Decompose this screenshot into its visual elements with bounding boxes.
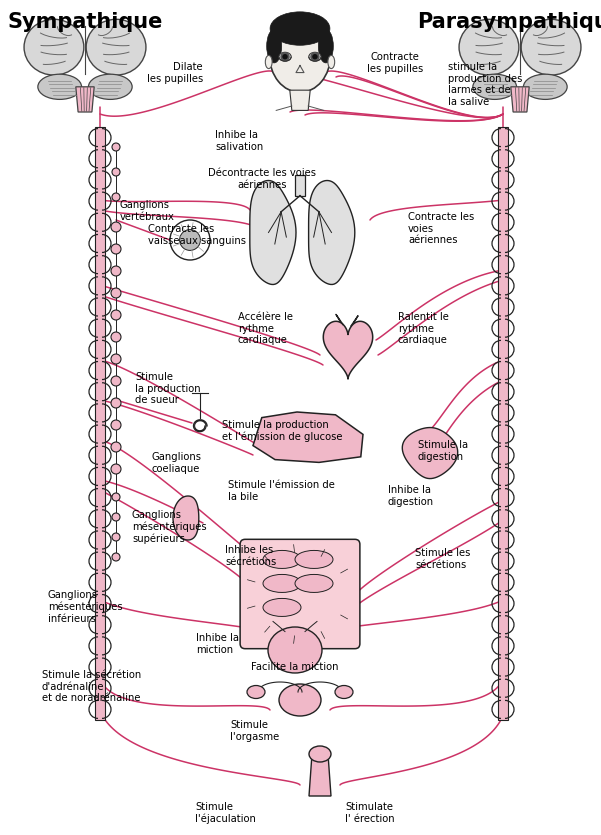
Circle shape [111, 420, 121, 430]
FancyBboxPatch shape [240, 539, 360, 649]
Bar [498, 127, 508, 720]
Ellipse shape [319, 29, 334, 63]
Circle shape [111, 332, 121, 342]
Ellipse shape [473, 74, 516, 99]
Text: stimule la
production des
larmes et de
la salive: stimule la production des larmes et de l… [448, 62, 522, 107]
Circle shape [112, 513, 120, 521]
Circle shape [111, 376, 121, 386]
Text: Contracte les
voies
aériennes: Contracte les voies aériennes [408, 212, 474, 245]
Ellipse shape [295, 550, 333, 569]
Text: Contracte les
vaisseaux sanguins: Contracte les vaisseaux sanguins [148, 224, 246, 245]
Ellipse shape [279, 684, 321, 716]
Text: Stimule la production
et l'émission de glucose: Stimule la production et l'émission de g… [222, 420, 343, 443]
Text: Inhibe la
salivation: Inhibe la salivation [215, 130, 263, 152]
Polygon shape [511, 87, 529, 112]
Ellipse shape [270, 12, 330, 45]
Polygon shape [290, 90, 310, 110]
Circle shape [112, 533, 120, 541]
Polygon shape [308, 180, 355, 285]
Text: Inhibe la
digestion: Inhibe la digestion [388, 485, 434, 507]
Ellipse shape [309, 746, 331, 762]
Circle shape [170, 220, 210, 260]
Circle shape [313, 54, 318, 59]
Ellipse shape [523, 74, 567, 99]
Text: Ganglions
mésentériques
supérieurs: Ganglions mésentériques supérieurs [132, 510, 207, 544]
Circle shape [112, 143, 120, 151]
Ellipse shape [268, 627, 322, 673]
Circle shape [111, 398, 121, 408]
Circle shape [111, 288, 121, 298]
Text: Ganglions
vertébraux: Ganglions vertébraux [120, 200, 175, 221]
Text: Ralentit le
rythme
cardiaque: Ralentit le rythme cardiaque [398, 312, 449, 345]
Bar [295, 175, 305, 195]
Ellipse shape [335, 686, 353, 699]
Polygon shape [76, 87, 94, 112]
Ellipse shape [269, 18, 331, 93]
Ellipse shape [38, 74, 82, 99]
Ellipse shape [86, 19, 146, 75]
Text: Stimule les
sécrétions: Stimule les sécrétions [415, 548, 471, 569]
Polygon shape [402, 428, 458, 478]
Circle shape [112, 553, 120, 561]
Text: Ganglions
coeliaque: Ganglions coeliaque [152, 452, 202, 473]
Ellipse shape [521, 19, 581, 75]
Text: Sympathique: Sympathique [7, 12, 163, 32]
Text: Stimule
l'éjaculation: Stimule l'éjaculation [195, 802, 256, 824]
Circle shape [282, 54, 288, 59]
Ellipse shape [263, 599, 301, 616]
Polygon shape [250, 180, 296, 285]
Text: Ganglions
mésentériques
inférieurs: Ganglions mésentériques inférieurs [48, 590, 123, 624]
Circle shape [111, 464, 121, 474]
Polygon shape [253, 412, 363, 463]
Ellipse shape [279, 53, 291, 61]
Text: Stimule la
digestion: Stimule la digestion [418, 440, 468, 462]
Polygon shape [309, 754, 331, 796]
Ellipse shape [263, 574, 301, 593]
Circle shape [180, 230, 200, 250]
Ellipse shape [88, 74, 132, 99]
Ellipse shape [263, 550, 301, 569]
Circle shape [111, 310, 121, 320]
Circle shape [112, 193, 120, 201]
Circle shape [112, 493, 120, 501]
Text: Facilite la miction: Facilite la miction [251, 662, 339, 672]
Polygon shape [173, 496, 199, 540]
Ellipse shape [328, 55, 335, 68]
Text: Accélère le
rythme
cardiaque: Accélère le rythme cardiaque [238, 312, 293, 345]
Text: Stimule
l'orgasme: Stimule l'orgasme [230, 720, 279, 741]
Text: Stimule l'émission de
la bile: Stimule l'émission de la bile [228, 480, 335, 502]
Text: Inhibe la
miction: Inhibe la miction [196, 633, 239, 655]
Text: Stimulate
l' érection: Stimulate l' érection [345, 802, 395, 823]
Text: Stimule
la production
de sueur: Stimule la production de sueur [135, 372, 201, 405]
Ellipse shape [459, 19, 519, 75]
Polygon shape [323, 321, 373, 379]
Circle shape [111, 354, 121, 364]
Ellipse shape [267, 29, 282, 63]
Circle shape [111, 222, 121, 232]
Bar [95, 127, 105, 720]
Text: Parasympathique: Parasympathique [417, 12, 601, 32]
Circle shape [111, 244, 121, 254]
Text: Inhibe les
sécrétions: Inhibe les sécrétions [225, 545, 276, 567]
Ellipse shape [309, 53, 321, 61]
Circle shape [310, 52, 320, 62]
Circle shape [111, 266, 121, 276]
Ellipse shape [24, 19, 84, 75]
Text: Décontracte les voies
aériennes: Décontracte les voies aériennes [208, 168, 316, 190]
Text: Stimule la sécrétion
d'adrénaline
et de noradrénaline: Stimule la sécrétion d'adrénaline et de … [42, 670, 141, 703]
Text: Contracte
les pupilles: Contracte les pupilles [367, 52, 423, 73]
Ellipse shape [265, 55, 272, 68]
Ellipse shape [295, 574, 333, 593]
Circle shape [112, 168, 120, 176]
Text: Dilate
les pupilles: Dilate les pupilles [147, 62, 203, 84]
Circle shape [111, 442, 121, 452]
Ellipse shape [247, 686, 265, 699]
Circle shape [280, 52, 290, 62]
